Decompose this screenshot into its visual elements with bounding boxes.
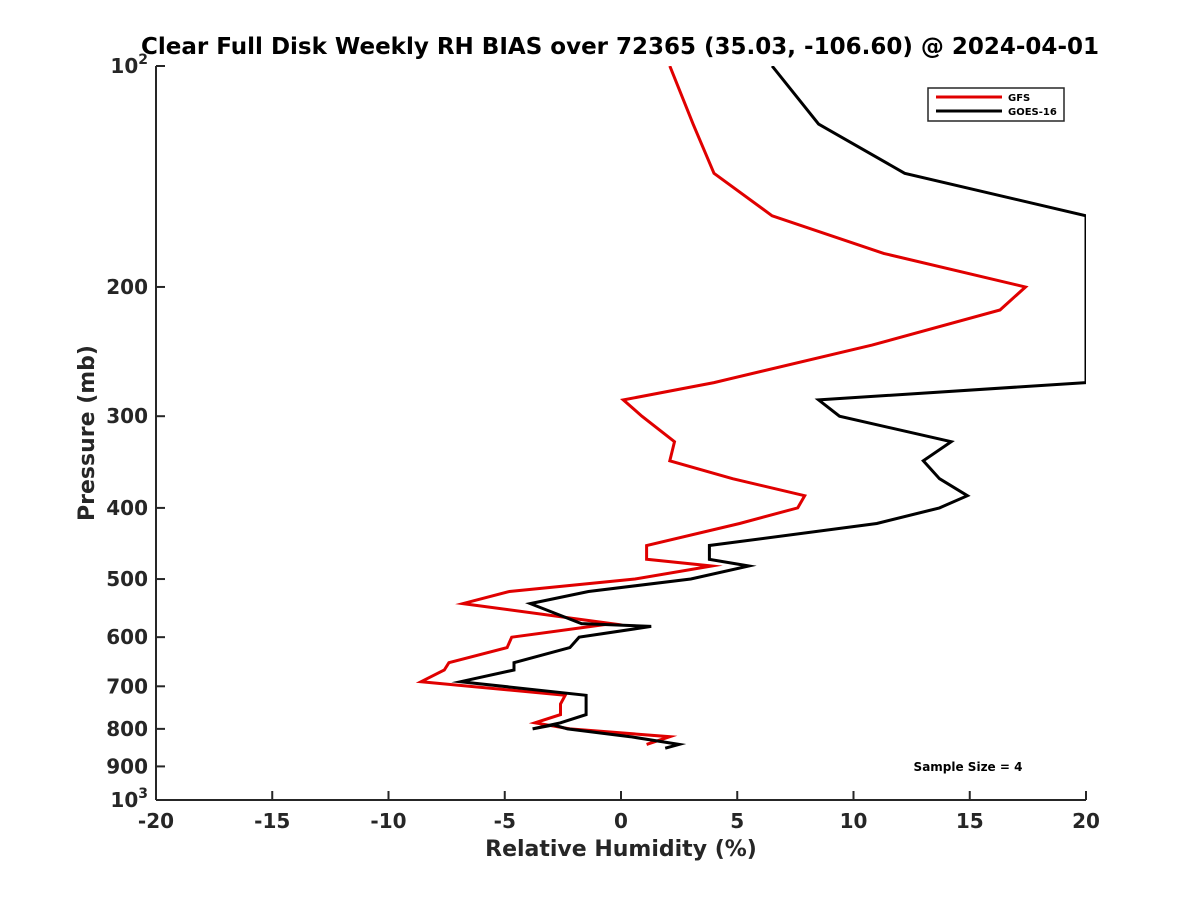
y-tick-label: 800 (106, 717, 148, 741)
y-tick-label-base: 800 (106, 717, 148, 741)
y-tick-label-base: 500 (106, 567, 148, 591)
y-tick-label: 700 (106, 674, 148, 698)
y-axis-label: Pressure (mb) (75, 345, 100, 521)
y-tick-label-base: 400 (106, 496, 148, 520)
legend-label: GOES-16 (1008, 107, 1057, 118)
y-tick-label-base: 700 (106, 674, 148, 698)
x-tick-label: 10 (840, 809, 868, 833)
y-tick-label-base: 10 (110, 54, 138, 78)
y-tick-label: 900 (106, 754, 148, 778)
plot-area (155, 66, 1086, 801)
legend: GFS GOES-16 (927, 87, 1065, 122)
y-tick-label: 500 (106, 567, 148, 591)
legend-items: GFS GOES-16 (936, 93, 1057, 118)
x-tick-label: -5 (494, 809, 516, 833)
x-tick-label: -15 (254, 809, 290, 833)
y-tick-label: 103 (110, 786, 148, 812)
y-tick-label-base: 10 (110, 788, 138, 812)
y-tick-label: 400 (106, 496, 148, 520)
x-tick-label: 0 (614, 809, 628, 833)
y-tick-label: 200 (106, 275, 148, 299)
legend-label: GFS (1008, 93, 1030, 104)
x-tick-label: 20 (1072, 809, 1100, 833)
chart-title: Clear Full Disk Weekly RH BIAS over 7236… (141, 34, 1099, 60)
y-tick-label-exponent: 3 (138, 786, 148, 802)
y-tick-label-base: 900 (106, 754, 148, 778)
series-line-goes-16 (451, 66, 1086, 750)
y-tick-label-base: 600 (106, 625, 148, 649)
x-axis-ticks: -20 -15 -10 -5 0 5 10 15 20 (138, 791, 1100, 833)
x-tick-label: 15 (956, 809, 984, 833)
series-layer (415, 66, 1086, 750)
legend-box (927, 87, 1065, 122)
y-tick-label-base: 200 (106, 275, 148, 299)
x-axis-label: Relative Humidity (%) (485, 837, 757, 862)
x-tick-label: -20 (138, 809, 174, 833)
y-tick-label-base: 300 (106, 404, 148, 428)
sample-size-annotation: Sample Size = 4 (914, 760, 1023, 774)
x-tick-label: -10 (370, 809, 406, 833)
y-tick-label: 102 (110, 52, 148, 78)
y-tick-label: 300 (106, 404, 148, 428)
series-line-gfs (415, 66, 1029, 746)
y-tick-label-exponent: 2 (138, 52, 148, 68)
y-tick-label: 600 (106, 625, 148, 649)
x-tick-label: 5 (730, 809, 744, 833)
